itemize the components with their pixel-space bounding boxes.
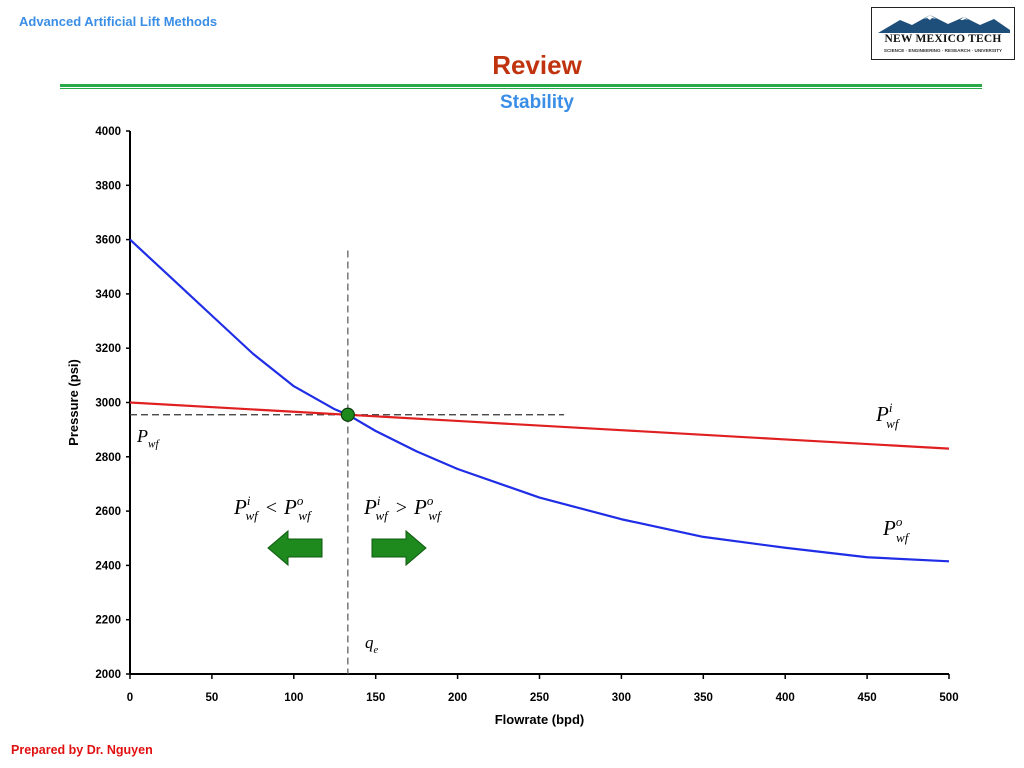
inflow-curve xyxy=(129,401,950,450)
qe-axis-label: qe xyxy=(365,633,379,656)
y-tick-label: 3600 xyxy=(95,235,121,247)
y-tick-label: 3200 xyxy=(95,343,121,355)
title-divider xyxy=(60,84,982,87)
x-tick-label: 200 xyxy=(448,692,467,704)
title-divider-thin xyxy=(60,88,982,89)
x-axis-title: Flowrate (bpd) xyxy=(495,712,585,727)
stability-annotation-left: Pi wf < Po wf xyxy=(233,493,323,567)
stability-chart: 2000220024002600280030003200340036003800… xyxy=(66,126,959,727)
y-axis-title: Pressure (psi) xyxy=(66,359,81,446)
y-tick-label: 2800 xyxy=(95,452,121,464)
arrow-left-icon xyxy=(267,529,323,567)
x-tick-label: 500 xyxy=(939,692,958,704)
y-tick-label: 2600 xyxy=(95,506,121,518)
logo-tagline: SCIENCE · ENGINEERING · RESEARCH · UNIVE… xyxy=(883,48,1003,53)
logo-name: NEW MEXICO TECH xyxy=(884,33,1002,45)
y-tick-label: 3000 xyxy=(95,398,121,410)
y-tick-label: 2200 xyxy=(95,615,121,627)
x-tick-label: 300 xyxy=(612,692,631,704)
y-tick-label: 4000 xyxy=(95,126,121,138)
equilibrium-point xyxy=(340,407,355,422)
outflow-curve-label: Po wf xyxy=(882,514,911,545)
inequality-label: Pi wf < Po wf xyxy=(233,493,313,523)
x-tick-label: 100 xyxy=(284,692,303,704)
arrow-right-icon xyxy=(371,529,427,567)
mountain-logo-icon xyxy=(878,15,1010,33)
outflow-curve xyxy=(129,238,950,563)
university-logo: NEW MEXICO TECH SCIENCE · ENGINEERING · … xyxy=(871,7,1015,60)
x-tick-label: 350 xyxy=(694,692,713,704)
y-tick-label: 3800 xyxy=(95,180,121,192)
inflow-curve-label: Pi wf xyxy=(875,400,901,431)
x-tick-label: 250 xyxy=(530,692,549,704)
pwf-axis-label: Pwf xyxy=(136,426,160,450)
footer-author: Prepared by Dr. Nguyen xyxy=(11,743,153,757)
inequality-label: Pi wf > Po wf xyxy=(363,493,443,523)
x-tick-label: 450 xyxy=(858,692,877,704)
x-tick-label: 400 xyxy=(776,692,795,704)
x-tick-label: 50 xyxy=(206,692,219,704)
x-tick-label: 0 xyxy=(127,692,133,704)
y-tick-label: 2400 xyxy=(95,560,121,572)
course-title: Advanced Artificial Lift Methods xyxy=(19,14,218,29)
y-tick-label: 2000 xyxy=(95,669,121,681)
y-tick-label: 3400 xyxy=(95,289,121,301)
slide-subtitle: Stability xyxy=(500,92,574,113)
slide-title: Review xyxy=(492,50,582,80)
stability-annotation-right: Pi wf > Po wf xyxy=(363,493,443,567)
x-tick-label: 150 xyxy=(366,692,385,704)
